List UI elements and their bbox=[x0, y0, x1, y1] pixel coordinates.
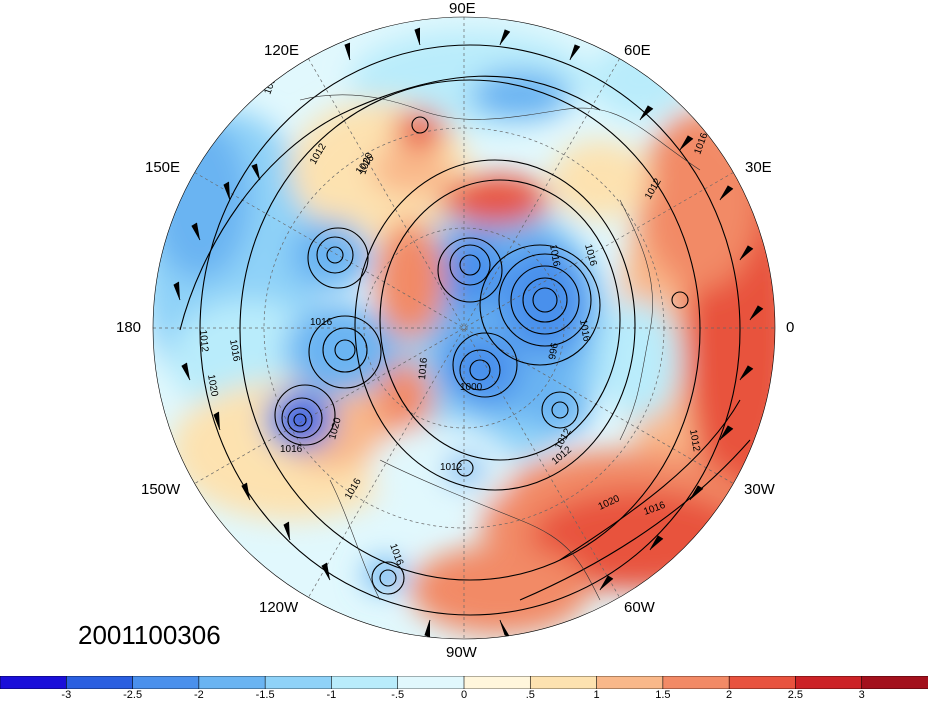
colorbar-tick-label: -.5 bbox=[391, 689, 405, 701]
lon-label-90w: 90W bbox=[446, 644, 477, 661]
colorbar-tick-label: 2 bbox=[726, 689, 733, 701]
colorbar bbox=[0, 676, 928, 689]
colorbar-swatch bbox=[397, 676, 465, 689]
colorbar-swatch bbox=[132, 676, 200, 689]
colorbar-tick-label: -2.5 bbox=[123, 689, 143, 701]
contour-label: 1016 bbox=[227, 339, 242, 363]
lon-label-150e: 150E bbox=[145, 159, 181, 176]
colorbar-tick-label: 0 bbox=[460, 689, 468, 701]
lon-label-120w: 120W bbox=[259, 599, 299, 616]
colorbar-swatch bbox=[728, 676, 797, 689]
lon-label-30w: 30W bbox=[744, 481, 775, 498]
lon-label-0: 0 bbox=[786, 319, 795, 336]
timestamp-label: 2001100306 bbox=[78, 620, 221, 650]
colorbar-swatch bbox=[795, 676, 863, 689]
contour-label: 996 bbox=[547, 342, 561, 361]
isobar-contours bbox=[179, 44, 751, 616]
map-border bbox=[152, 16, 776, 640]
contour-label: 1016 bbox=[417, 357, 430, 381]
colorbar-tick-label: -1 bbox=[326, 689, 337, 701]
colorbar-tick-label: 1.5 bbox=[655, 689, 671, 701]
lon-label-150w: 150W bbox=[141, 481, 181, 498]
colorbar-tick-label: 2.5 bbox=[787, 689, 804, 701]
graticule bbox=[153, 17, 775, 639]
colorbar-tick-label: 1 bbox=[593, 689, 600, 701]
colorbar-swatch bbox=[0, 676, 68, 689]
lon-label-30e: 30E bbox=[745, 159, 772, 176]
lon-label-90e: 90E bbox=[449, 0, 476, 17]
coastlines bbox=[299, 94, 701, 601]
lon-label-120e: 120E bbox=[264, 42, 300, 59]
contour-label: 1016 bbox=[280, 444, 303, 455]
contour-label: 1000 bbox=[460, 382, 483, 393]
contour-label: 1012 bbox=[687, 429, 702, 453]
colorbar-swatch bbox=[529, 676, 598, 689]
colorbar-swatch bbox=[596, 676, 664, 689]
colorbar-tick-label: -2 bbox=[194, 689, 204, 701]
contour-label: 1016 bbox=[577, 319, 592, 343]
contour-label: 1016 bbox=[310, 317, 333, 328]
colorbar-tick-label: -1.5 bbox=[255, 689, 275, 701]
contour-label: 1016 bbox=[547, 244, 562, 268]
colorbar-swatch bbox=[662, 676, 730, 689]
colorbar-swatch bbox=[264, 676, 333, 689]
colorbar-swatch bbox=[861, 676, 928, 689]
colorbar-swatch bbox=[463, 676, 532, 689]
colorbar-swatch bbox=[198, 676, 266, 689]
anomaly-field: 1008 1012 1016 1020 1016 1012 1016 1016 … bbox=[153, 17, 775, 639]
colorbar-tick-label: 3 bbox=[858, 689, 865, 701]
lon-label-60e: 60E bbox=[624, 42, 651, 59]
colorbar-swatch bbox=[65, 676, 134, 689]
colorbar-tick-label: -3 bbox=[61, 689, 72, 701]
contour-label: 1020 bbox=[205, 374, 220, 398]
contour-label: 1012 bbox=[197, 329, 210, 353]
colorbar-swatch bbox=[331, 676, 399, 689]
colorbar-tick-label: .5 bbox=[525, 689, 535, 701]
lon-label-180: 180 bbox=[116, 319, 142, 336]
contour-label: 1012 bbox=[440, 462, 463, 473]
lon-label-60w: 60W bbox=[624, 599, 655, 616]
wind-barbs bbox=[173, 27, 764, 638]
